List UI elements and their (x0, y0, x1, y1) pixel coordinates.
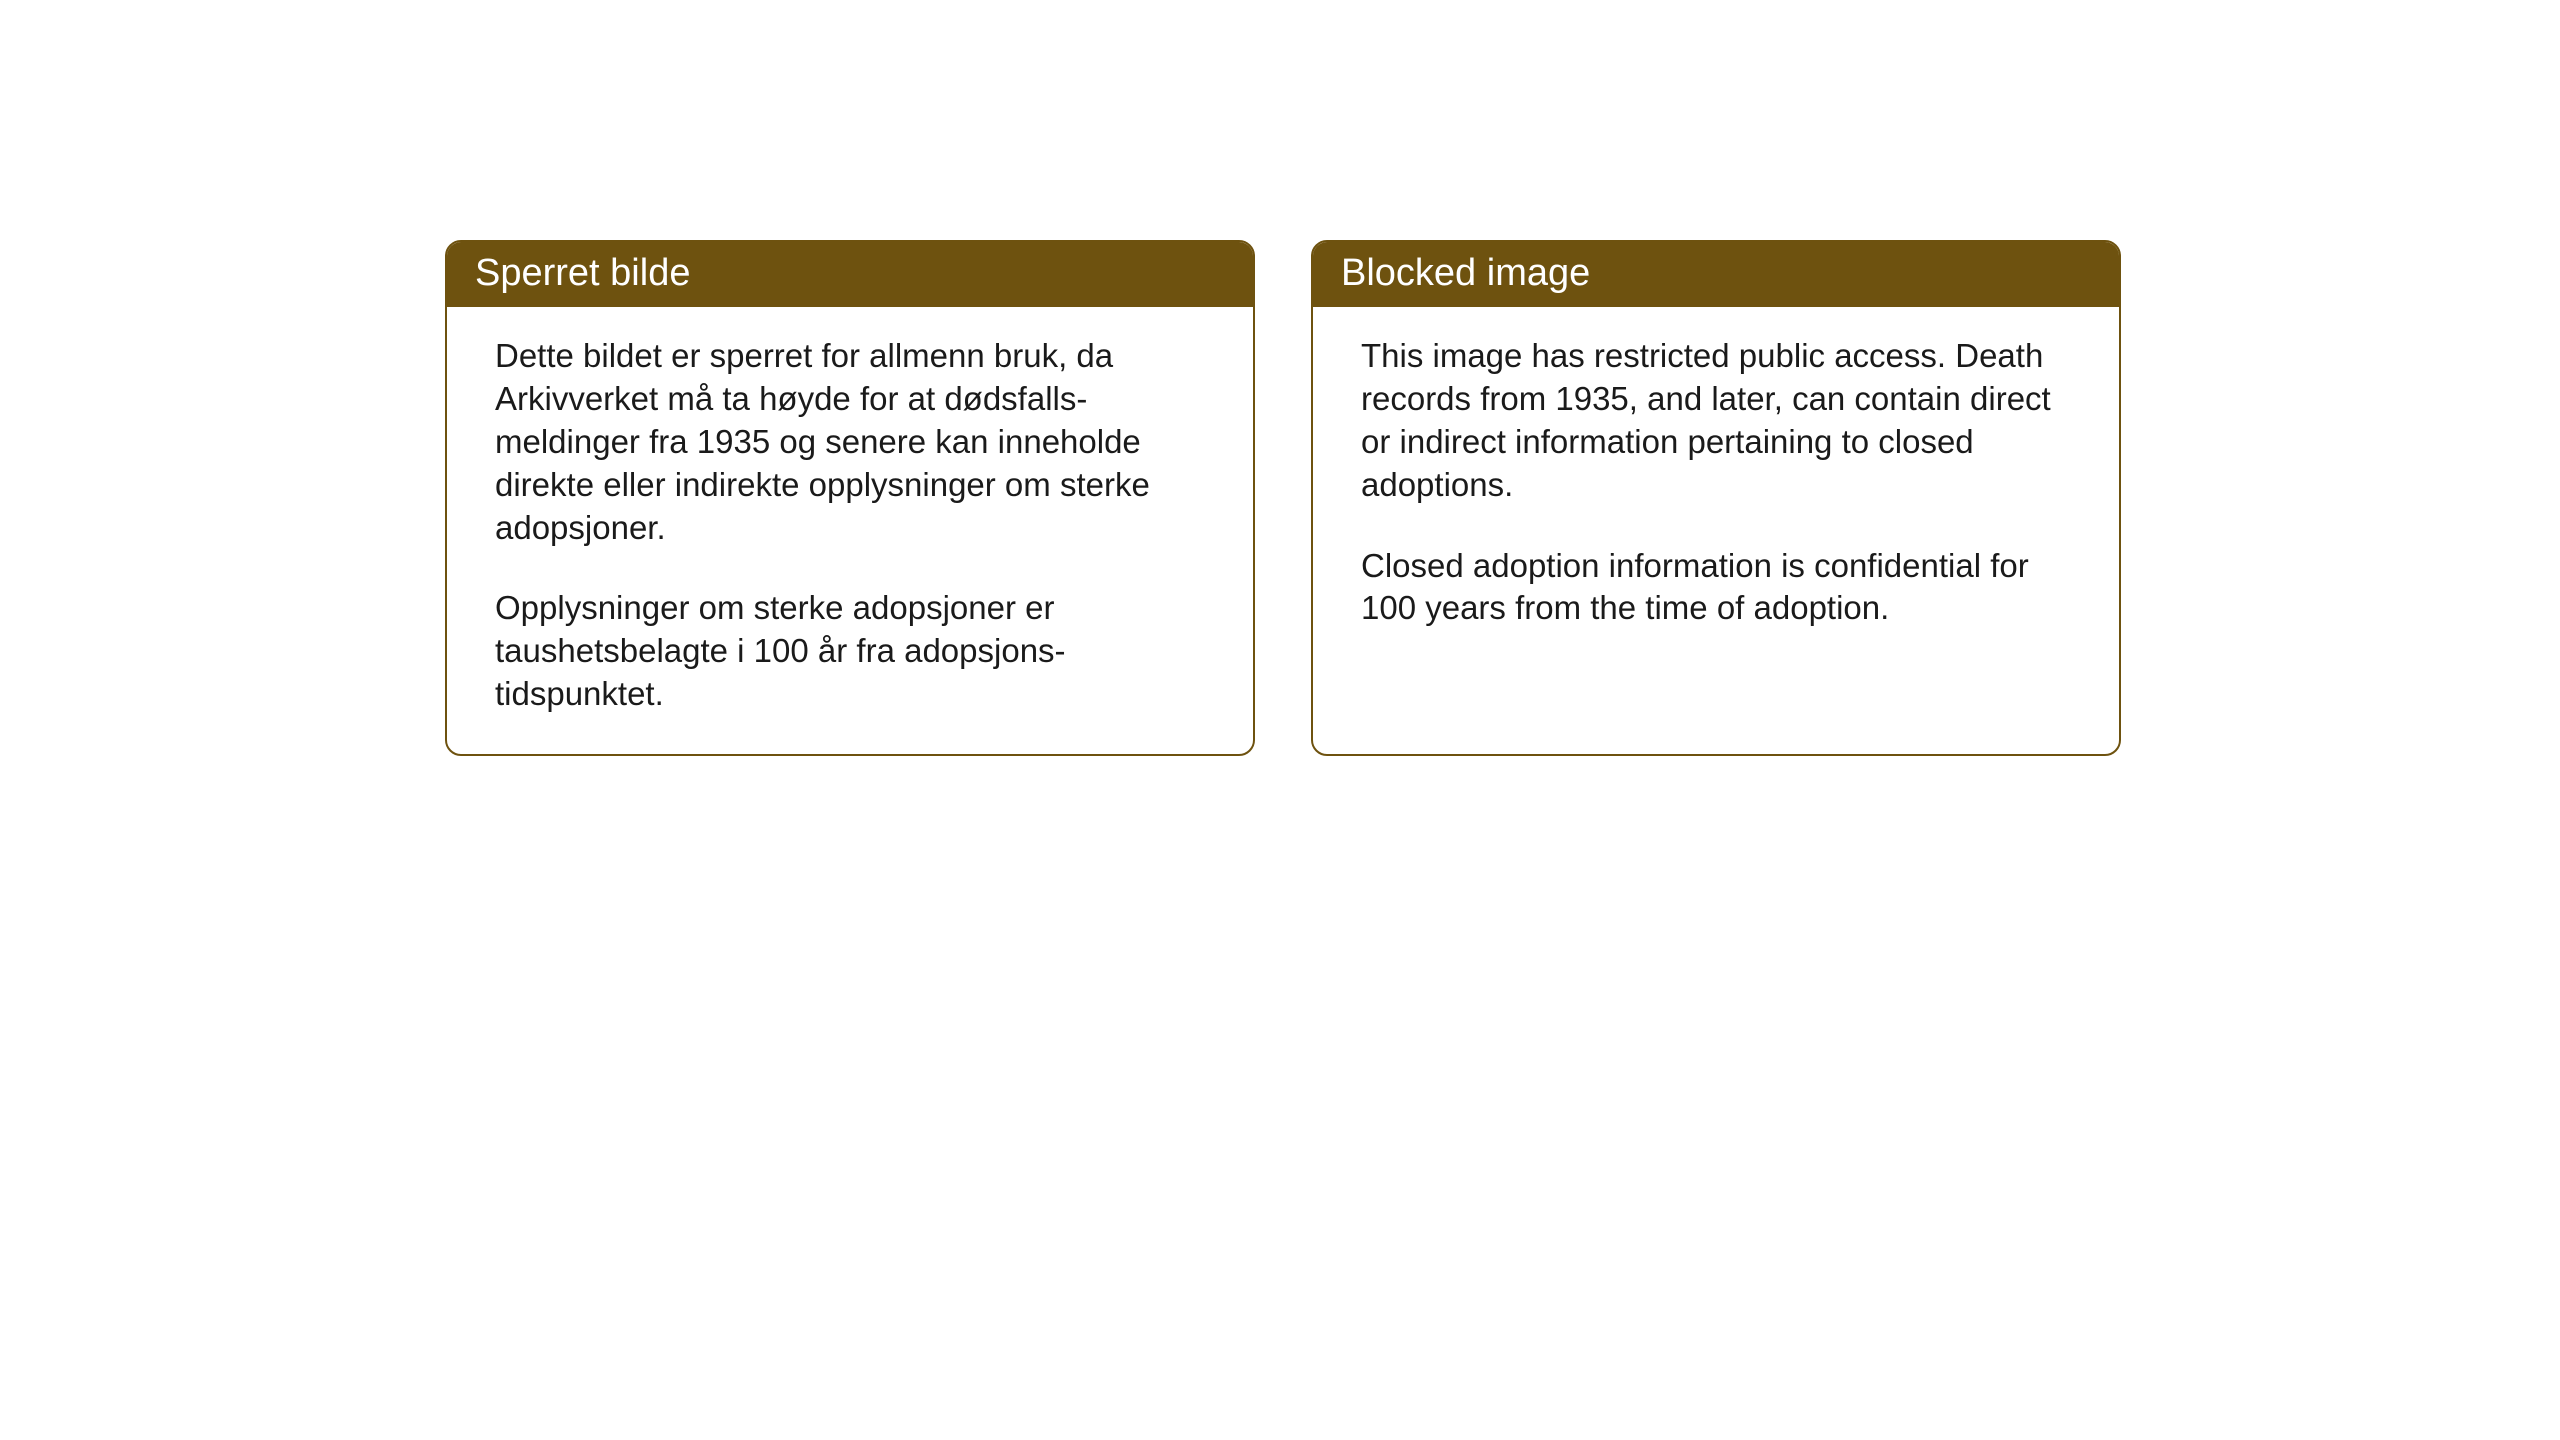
notice-card-body-english: This image has restricted public access.… (1313, 307, 2119, 704)
notice-paragraph1-norwegian: Dette bildet er sperret for allmenn bruk… (495, 335, 1205, 549)
notice-paragraph2-norwegian: Opplysninger om sterke adopsjoner er tau… (495, 587, 1205, 716)
notice-paragraph2-english: Closed adoption information is confident… (1361, 545, 2071, 631)
notice-card-english: Blocked image This image has restricted … (1311, 240, 2121, 756)
notice-paragraph1-english: This image has restricted public access.… (1361, 335, 2071, 507)
notice-card-header-norwegian: Sperret bilde (447, 242, 1253, 307)
notice-card-header-english: Blocked image (1313, 242, 2119, 307)
notice-title-norwegian: Sperret bilde (475, 252, 690, 294)
notice-title-english: Blocked image (1341, 252, 1590, 294)
notice-card-body-norwegian: Dette bildet er sperret for allmenn bruk… (447, 307, 1253, 754)
notice-card-norwegian: Sperret bilde Dette bildet er sperret fo… (445, 240, 1255, 756)
notice-container: Sperret bilde Dette bildet er sperret fo… (0, 0, 2560, 756)
